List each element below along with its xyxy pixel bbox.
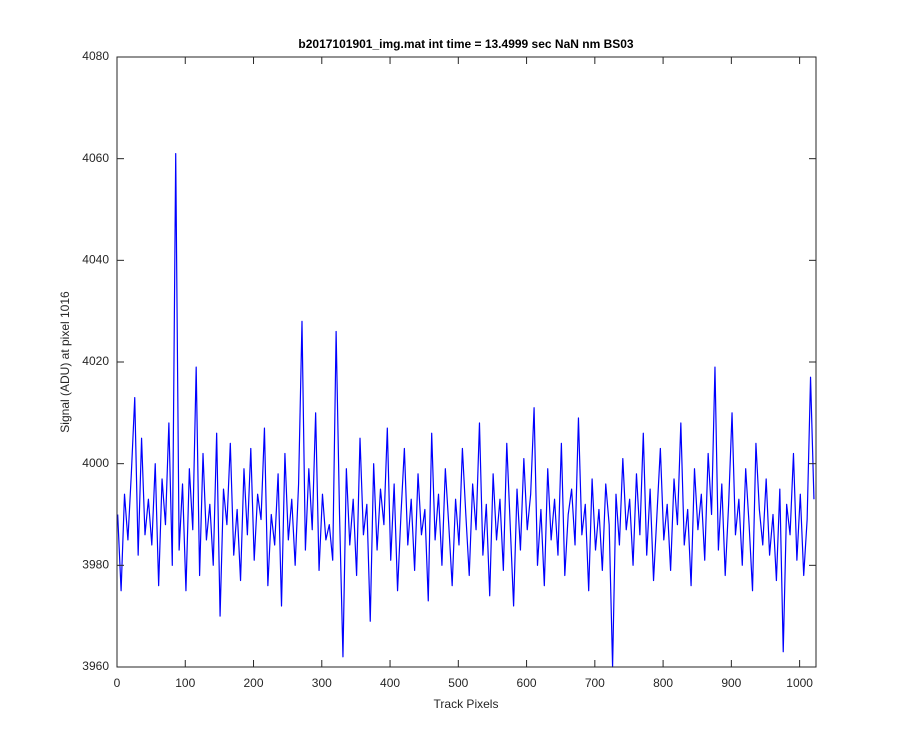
- y-axis-label: Signal (ADU) at pixel 1016: [58, 291, 72, 433]
- y-tick-label: 4040: [82, 253, 109, 267]
- x-tick-label: 900: [721, 676, 741, 690]
- y-tick-label: 4000: [82, 456, 109, 470]
- y-tick-label: 4080: [82, 49, 109, 63]
- x-tick-label: 600: [517, 676, 537, 690]
- x-tick-label: 1000: [786, 676, 813, 690]
- x-tick-label: 100: [175, 676, 195, 690]
- x-axis-label: Track Pixels: [434, 697, 499, 711]
- y-tick-label: 3980: [82, 558, 109, 572]
- x-tick-label: 400: [380, 676, 400, 690]
- x-tick-label: 700: [585, 676, 605, 690]
- x-tick-label: 800: [653, 676, 673, 690]
- y-tick-label: 3960: [82, 659, 109, 673]
- x-tick-label: 500: [448, 676, 468, 690]
- x-tick-label: 200: [244, 676, 264, 690]
- x-tick-label: 300: [312, 676, 332, 690]
- y-tick-label: 4020: [82, 354, 109, 368]
- data-line: [117, 152, 815, 668]
- chart-title: b2017101901_img.mat int time = 13.4999 s…: [298, 37, 634, 51]
- x-tick-label: 0: [114, 676, 121, 690]
- y-tick-label: 4060: [82, 151, 109, 165]
